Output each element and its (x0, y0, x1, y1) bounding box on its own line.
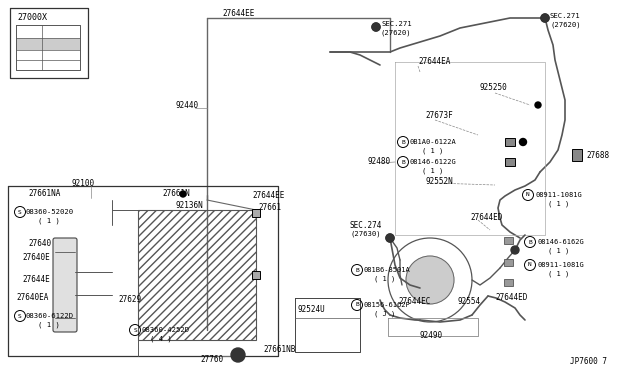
Bar (138, 210, 256, 340)
Text: 27644EE: 27644EE (252, 192, 284, 201)
Text: 27629: 27629 (118, 295, 141, 304)
Text: ( 1 ): ( 1 ) (38, 322, 60, 328)
Text: 08911-1081G: 08911-1081G (537, 262, 584, 268)
Text: 08911-1081G: 08911-1081G (535, 192, 582, 198)
Text: 27644E: 27644E (22, 276, 50, 285)
Text: B: B (355, 267, 359, 273)
Text: SEC.271: SEC.271 (381, 21, 412, 27)
Text: B: B (355, 302, 359, 308)
Text: 27661NB: 27661NB (263, 346, 296, 355)
Text: 92440: 92440 (175, 100, 198, 109)
Circle shape (180, 191, 186, 197)
Text: 08360-6122D: 08360-6122D (26, 313, 74, 319)
Text: 08156-6162F: 08156-6162F (364, 302, 411, 308)
Circle shape (520, 138, 527, 145)
Text: 27661: 27661 (258, 202, 281, 212)
Text: 92552N: 92552N (425, 177, 452, 186)
Bar (504, 259, 513, 266)
Text: ( 1 ): ( 1 ) (548, 248, 569, 254)
Bar (504, 237, 513, 244)
Circle shape (372, 23, 380, 31)
Text: 27644EC: 27644EC (398, 298, 430, 307)
Circle shape (535, 102, 541, 108)
Circle shape (541, 14, 549, 22)
Text: JP7600 7: JP7600 7 (570, 357, 607, 366)
Bar (252, 271, 260, 279)
Text: 27000X: 27000X (17, 13, 47, 22)
Text: 27688: 27688 (586, 151, 609, 160)
Bar (505, 158, 515, 166)
Text: 27661N: 27661N (162, 189, 189, 199)
Text: 92100: 92100 (72, 179, 95, 187)
Text: ( 4 ): ( 4 ) (150, 336, 172, 342)
Circle shape (386, 234, 394, 242)
Text: (27630): (27630) (350, 231, 381, 237)
Text: 27644EA: 27644EA (418, 58, 451, 67)
Text: ( 1 ): ( 1 ) (422, 168, 444, 174)
Text: 92136N: 92136N (175, 201, 203, 209)
Text: B: B (401, 140, 405, 144)
Text: ( 1 ): ( 1 ) (38, 218, 60, 224)
Text: SEC.274: SEC.274 (350, 221, 382, 230)
Text: 08360-4252D: 08360-4252D (141, 327, 189, 333)
Circle shape (231, 348, 245, 362)
Text: 08360-52020: 08360-52020 (26, 209, 74, 215)
Circle shape (372, 23, 380, 31)
Text: 27640E: 27640E (22, 253, 50, 262)
Text: S: S (18, 209, 22, 215)
Text: SEC.271: SEC.271 (550, 13, 580, 19)
Text: 925250: 925250 (480, 83, 508, 93)
Text: 27640EA: 27640EA (16, 292, 49, 301)
Text: 08146-6162G: 08146-6162G (537, 239, 584, 245)
Text: (27620): (27620) (381, 30, 412, 36)
Text: ( 1 ): ( 1 ) (374, 276, 396, 282)
Text: 08146-6122G: 08146-6122G (410, 159, 457, 165)
Text: 081B6-8501A: 081B6-8501A (364, 267, 411, 273)
Text: 27644ED: 27644ED (495, 294, 527, 302)
Text: ( J ): ( J ) (374, 311, 396, 317)
Text: N: N (526, 192, 530, 198)
Text: 27644ED: 27644ED (470, 214, 502, 222)
Text: 92524U: 92524U (298, 305, 326, 314)
Text: 92554: 92554 (458, 298, 481, 307)
Text: ( 1 ): ( 1 ) (548, 201, 569, 207)
Text: 27644EE: 27644EE (222, 10, 254, 19)
Text: ( 1 ): ( 1 ) (422, 148, 444, 154)
Text: B: B (401, 160, 405, 164)
Text: 27760: 27760 (200, 356, 223, 365)
Text: S: S (18, 314, 22, 318)
Text: S: S (133, 327, 137, 333)
FancyBboxPatch shape (53, 238, 77, 332)
Text: N: N (528, 263, 532, 267)
Circle shape (406, 256, 454, 304)
Bar (504, 279, 513, 285)
Bar (252, 209, 260, 217)
Text: 92490: 92490 (420, 330, 443, 340)
Text: 27661NA: 27661NA (28, 189, 60, 199)
Circle shape (541, 14, 549, 22)
Circle shape (511, 246, 519, 254)
Text: 27640: 27640 (28, 240, 51, 248)
Text: 27673F: 27673F (425, 112, 452, 121)
Circle shape (386, 234, 394, 242)
Bar (505, 138, 515, 146)
Text: (27620): (27620) (550, 22, 580, 28)
Bar (572, 149, 582, 161)
Text: 92480: 92480 (367, 157, 390, 167)
Text: ( 1 ): ( 1 ) (548, 271, 569, 277)
Bar (16, 38, 80, 50)
Text: B: B (528, 240, 532, 244)
Text: 0B1A0-6122A: 0B1A0-6122A (410, 139, 457, 145)
